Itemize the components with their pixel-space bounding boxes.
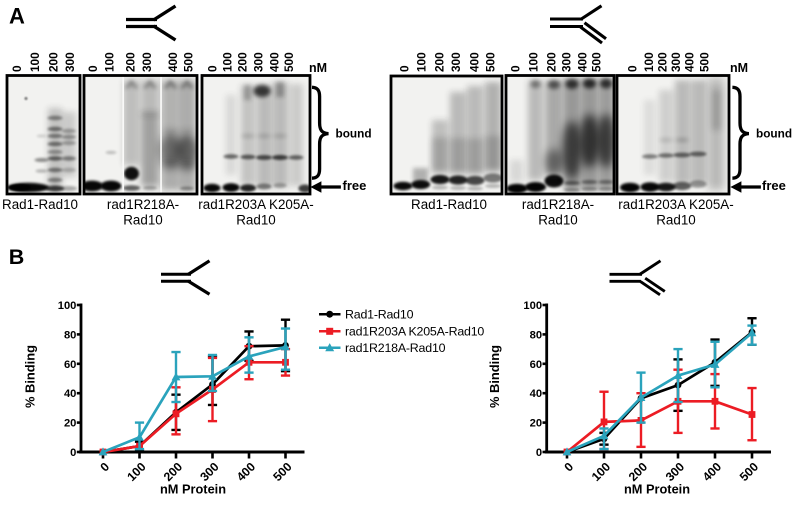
svg-text:0: 0 [397,65,411,72]
svg-text:bound: bound [756,127,792,141]
svg-text:100: 100 [523,300,542,312]
svg-text:100: 100 [526,52,540,72]
svg-text:40: 40 [64,388,76,400]
svg-text:60: 60 [64,359,76,371]
svg-text:Rad10: Rad10 [123,213,162,228]
svg-text:500: 500 [181,52,195,72]
svg-text:0: 0 [508,65,522,72]
svg-text:300: 300 [449,52,463,72]
svg-text:100: 100 [102,52,116,72]
svg-text:0: 0 [70,447,76,459]
svg-text:Rad10: Rad10 [236,213,275,228]
svg-text:rad1R218A-: rad1R218A- [522,197,594,212]
svg-text:nM Protein: nM Protein [160,482,226,497]
svg-text:500: 500 [697,52,711,72]
svg-text:Rad10: Rad10 [656,213,695,228]
svg-text:rad1R203A K205A-: rad1R203A K205A- [198,197,313,212]
svg-text:400: 400 [682,52,696,72]
svg-text:% Binding: % Binding [487,345,502,408]
svg-text:100: 100 [642,52,656,72]
svg-text:nM: nM [730,61,748,75]
svg-text:0: 0 [625,65,639,72]
svg-text:rad1R218A-: rad1R218A- [107,197,179,212]
svg-text:300: 300 [251,52,265,72]
svg-text:400: 400 [467,52,481,72]
svg-text:20: 20 [64,418,76,430]
svg-text:100: 100 [220,52,234,72]
svg-text:300: 300 [140,52,154,72]
svg-text:Rad1-Rad10: Rad1-Rad10 [2,197,78,212]
svg-text:80: 80 [530,329,542,341]
svg-text:Rad1-Rad10: Rad1-Rad10 [345,308,414,322]
svg-text:500: 500 [589,52,603,72]
svg-text:500: 500 [282,52,296,72]
svg-text:Rad1-Rad10: Rad1-Rad10 [411,197,487,212]
svg-text:B: B [9,245,25,269]
svg-text:100: 100 [58,300,77,312]
svg-text:20: 20 [530,418,542,430]
svg-text:200: 200 [655,52,669,72]
svg-text:0: 0 [205,65,219,72]
svg-text:400: 400 [575,52,589,72]
svg-text:400: 400 [166,52,180,72]
svg-text:300: 300 [669,52,683,72]
svg-text:A: A [9,4,25,29]
svg-text:rad1R218A-Rad10: rad1R218A-Rad10 [345,341,446,355]
svg-text:0: 0 [86,65,100,72]
svg-text:200: 200 [123,52,137,72]
svg-text:rad1R203A K205A-: rad1R203A K205A- [618,197,733,212]
svg-text:free: free [343,178,367,193]
svg-text:200: 200 [235,52,249,72]
svg-text:300: 300 [63,52,77,72]
svg-text:300: 300 [559,52,573,72]
svg-text:0: 0 [536,447,542,459]
svg-text:nM: nM [309,61,327,75]
svg-text:Rad10: Rad10 [538,213,577,228]
svg-text:200: 200 [544,52,558,72]
svg-text:200: 200 [46,52,60,72]
svg-text:400: 400 [267,52,281,72]
svg-text:free: free [762,178,786,193]
svg-text:100: 100 [414,52,428,72]
svg-text:80: 80 [64,329,76,341]
svg-text:60: 60 [530,359,542,371]
svg-text:500: 500 [483,52,497,72]
svg-text:100: 100 [28,52,42,72]
svg-text:40: 40 [530,388,542,400]
svg-text:% Binding: % Binding [23,345,38,408]
svg-text:200: 200 [432,52,446,72]
svg-text:bound: bound [336,127,372,141]
svg-text:nM Protein: nM Protein [624,482,690,497]
svg-text:rad1R203A K205A-Rad10: rad1R203A K205A-Rad10 [345,325,484,339]
svg-text:0: 0 [10,65,24,72]
